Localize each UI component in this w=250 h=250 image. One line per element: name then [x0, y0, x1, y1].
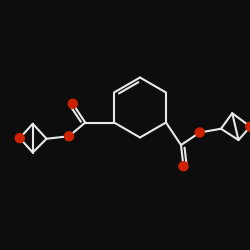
- Polygon shape: [179, 162, 188, 171]
- Polygon shape: [15, 134, 24, 142]
- Polygon shape: [195, 128, 204, 137]
- Polygon shape: [68, 99, 77, 108]
- Polygon shape: [246, 122, 250, 131]
- Polygon shape: [64, 132, 74, 141]
